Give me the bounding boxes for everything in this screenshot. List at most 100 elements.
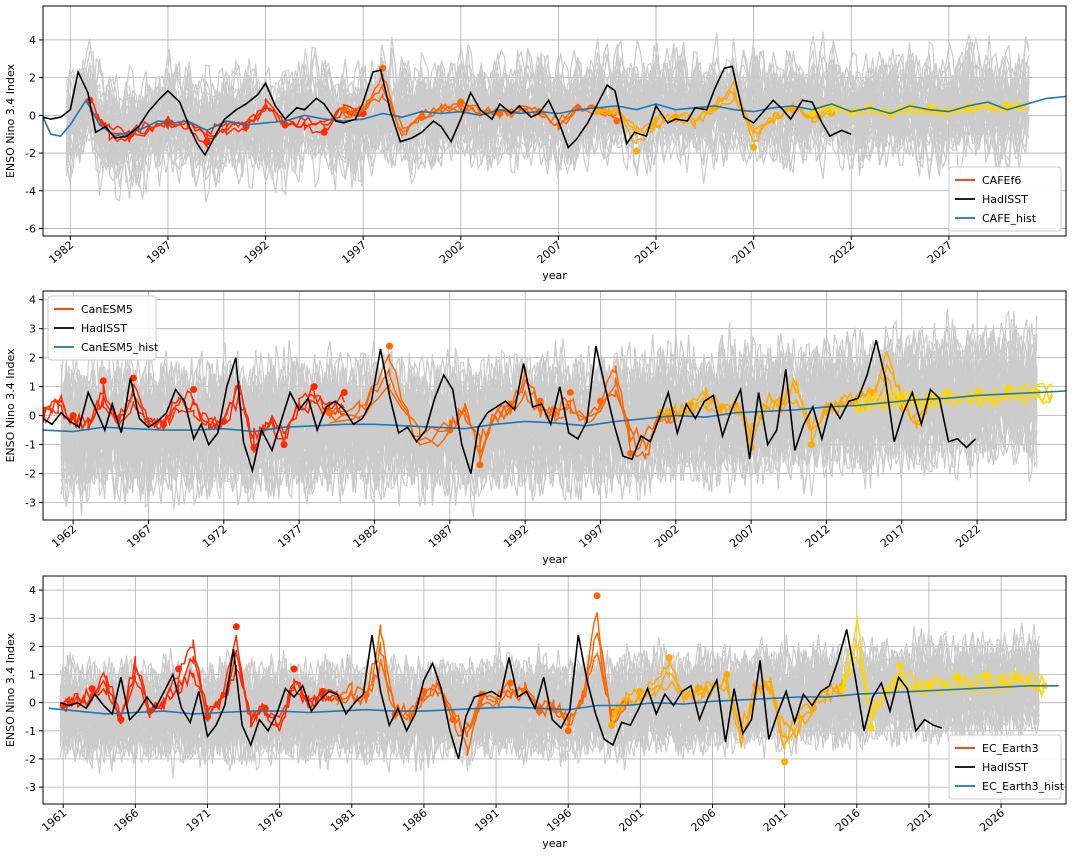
y-tick-label: -2 — [25, 468, 36, 481]
forecast-start-dot — [868, 388, 876, 396]
forecast-line — [660, 374, 933, 435]
y-tick-label: -2 — [25, 753, 36, 766]
forecast-start-dot — [593, 592, 601, 600]
forecast-start-dot — [43, 406, 47, 414]
y-tick-label: -4 — [25, 185, 36, 198]
legend: EC_Earth3 HadISST EC_Earth3_hist — [948, 734, 1065, 800]
forecast-start-dot — [319, 687, 327, 695]
legend-label: CanESM5_hist — [81, 341, 159, 354]
y-tick-label: -3 — [25, 781, 36, 794]
y-tick-label: -3 — [25, 497, 36, 510]
forecast-start-dot — [983, 671, 991, 679]
forecast-start-dot — [717, 403, 725, 411]
forecast-start-dot — [125, 132, 133, 140]
forecast-start-dot — [496, 109, 504, 117]
y-tick-label: 3 — [29, 323, 36, 336]
ensemble-member-line — [60, 355, 1038, 473]
legend: CanESM5 HadISST CanESM5_hist — [47, 295, 159, 361]
legend-label: HadISST — [982, 761, 1028, 774]
forecast-line — [328, 353, 677, 462]
forecast-start-dot — [386, 342, 394, 350]
obs-line — [43, 340, 977, 474]
y-tick-label: 1 — [29, 669, 36, 682]
y-tick-label: 0 — [29, 410, 36, 423]
forecast-line — [89, 97, 364, 150]
forecast-line — [660, 350, 933, 448]
forecast-start-dot — [203, 138, 211, 146]
legend-label: EC_Earth3 — [982, 742, 1039, 755]
forecast-start-dot — [596, 397, 604, 405]
forecast-start-dot — [129, 374, 137, 382]
forecast-line — [329, 366, 677, 455]
forecast-start-dot — [632, 147, 640, 155]
forecast-start-dot — [954, 673, 962, 681]
y-tick-label: 4 — [29, 584, 36, 597]
forecast-start-dot — [925, 682, 933, 690]
ensemble-member-line — [65, 48, 1030, 184]
forecast-start-dot — [807, 441, 815, 449]
forecast-lines — [43, 342, 1054, 469]
obs-line — [43, 65, 852, 157]
forecast-start-dot — [789, 106, 797, 114]
forecast-start-dot — [943, 388, 951, 396]
forecast-start-dot — [250, 444, 258, 452]
y-axis-label: ENSO Nino 3.4 Index — [4, 63, 17, 178]
forecast-start-dot — [809, 704, 817, 712]
forecast-line — [343, 73, 618, 137]
forecast-start-dot — [613, 117, 621, 125]
forecast-line — [62, 634, 338, 732]
hist-line — [48, 685, 1059, 715]
x-axis-label: year — [542, 837, 567, 850]
forecast-start-dot — [636, 687, 644, 695]
forecast-start-dot — [449, 716, 457, 724]
y-tick-label: -6 — [25, 222, 36, 235]
legend-label: HadISST — [81, 322, 127, 335]
forecast-start-dot — [190, 386, 198, 394]
forecast-start-dot — [750, 143, 758, 151]
forecast-line — [43, 393, 345, 442]
forecast-line — [89, 106, 364, 139]
forecast-start-dot — [723, 671, 731, 679]
forecast-start-dot — [781, 758, 789, 766]
y-tick-label: 2 — [29, 640, 36, 653]
ensemble-member-line — [66, 74, 1030, 163]
forecast-line — [89, 103, 364, 142]
forecast-start-dot — [281, 121, 289, 129]
forecast-start-dot — [280, 441, 288, 449]
y-tick-label: 4 — [29, 34, 36, 47]
forecast-start-dot — [290, 665, 298, 673]
forecast-line — [660, 363, 933, 441]
x-axis-label: year — [542, 269, 567, 282]
ensemble-member-line — [65, 39, 1030, 200]
forecast-start-dot — [362, 690, 370, 698]
forecast-start-dot — [566, 388, 574, 396]
forecast-start-dot — [535, 707, 543, 715]
forecast-start-dot — [99, 377, 107, 385]
forecast-start-dot — [325, 409, 333, 417]
forecast-start-dot — [310, 383, 318, 391]
forecast-start-dot — [320, 128, 328, 136]
forecast-start-dot — [536, 397, 544, 405]
legend-box — [948, 734, 1062, 800]
legend-label: EC_Earth3_hist — [982, 780, 1065, 793]
forecast-start-dot — [694, 685, 702, 693]
forecast-start-dot — [896, 662, 904, 670]
forecast-start-dot — [220, 417, 228, 425]
forecast-start-dot — [340, 106, 348, 114]
y-tick-label: 3 — [29, 612, 36, 625]
legend-label: CAFEf6 — [982, 174, 1021, 187]
forecast-line — [62, 664, 338, 723]
forecast-start-dot — [175, 665, 183, 673]
y-tick-label: -2 — [25, 147, 36, 160]
forecast-start-dot — [838, 685, 846, 693]
forecast-start-dot — [340, 388, 348, 396]
y-tick-label: 0 — [29, 697, 36, 710]
forecast-line — [841, 615, 1046, 729]
forecast-start-dot — [476, 461, 484, 469]
legend-label: CanESM5 — [81, 303, 133, 316]
y-tick-label: 4 — [29, 294, 36, 307]
legend-box — [47, 295, 157, 361]
y-axis-label: ENSO Nino 3.4 Index — [4, 348, 17, 463]
